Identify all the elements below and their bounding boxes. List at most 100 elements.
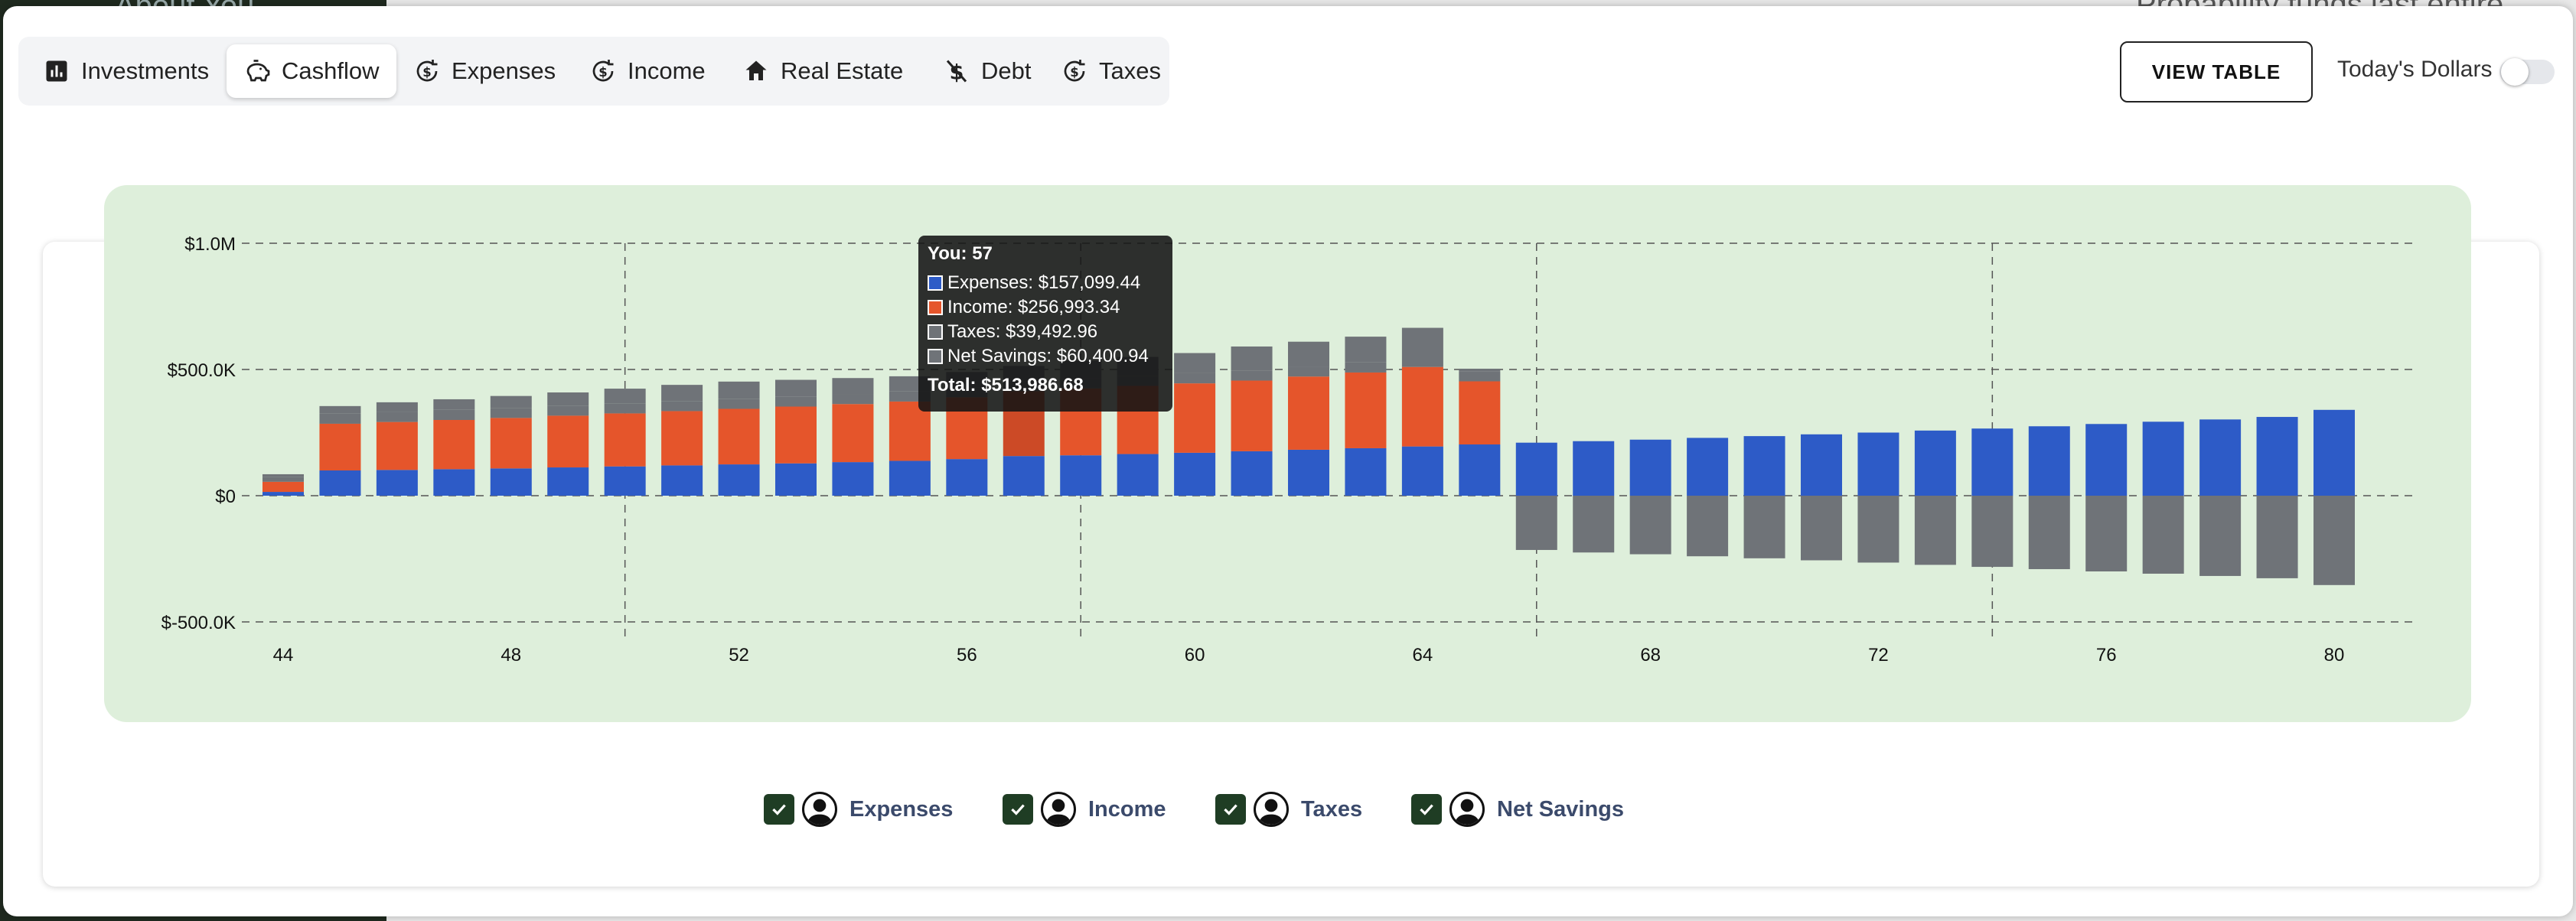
bar-net-savings (661, 385, 703, 402)
bar-expenses (775, 463, 817, 496)
bar-net-savings (1401, 327, 1443, 357)
bar-net-savings (1174, 353, 1216, 373)
todays-dollars-toggle[interactable] (2499, 58, 2555, 86)
bar-taxes (1288, 366, 1329, 377)
view-table-button[interactable]: VIEW TABLE (2120, 41, 2313, 103)
tooltip-row-label: Net Savings: $60,400.94 (947, 346, 1149, 366)
y-tick-label: $-500.0K (161, 613, 236, 633)
legend-item-taxes[interactable]: Taxes (1215, 789, 1362, 829)
home-icon (745, 60, 767, 80)
bar-net-savings (490, 395, 532, 408)
bar-net-savings (376, 402, 418, 412)
x-tick-label: 56 (957, 645, 977, 666)
tab-income[interactable]: $ Income (572, 44, 722, 98)
bar-expenses (1515, 442, 1557, 496)
dollar-cycle-icon: $ (1064, 60, 1085, 82)
cashflow-chart: $1.0M $500.0K $0 $-500.0K 44 48 52 56 60 64 68 72 76… (161, 234, 2418, 666)
tab-investments[interactable]: Investments (26, 44, 226, 98)
check-icon (1420, 804, 1433, 815)
tab-label: Expenses (452, 57, 556, 84)
bar-net-savings (604, 389, 646, 404)
toggle-knob[interactable] (2501, 58, 2529, 86)
bar-expenses (2314, 409, 2355, 496)
x-tick-label: 76 (2096, 645, 2117, 666)
checkbox-net-savings[interactable] (1411, 794, 1442, 825)
bar-income (376, 421, 418, 470)
bar-expenses (1345, 447, 1387, 496)
bar-taxes (1401, 356, 1443, 367)
legend-label: Income (1088, 796, 1166, 822)
check-icon (772, 804, 786, 815)
bar-expenses (1231, 451, 1273, 496)
checkbox-income[interactable] (1003, 794, 1033, 825)
bar-income (832, 404, 874, 463)
x-tick-label: 80 (2324, 645, 2345, 666)
x-tick-label: 48 (501, 645, 521, 666)
tab-expenses[interactable]: $ Expenses (396, 44, 572, 98)
bar-net-savings (1801, 496, 1842, 561)
bar-income (1231, 380, 1273, 451)
bar-expenses (604, 466, 646, 496)
bar-net-savings (433, 399, 475, 410)
bar-net-savings (1629, 496, 1671, 555)
bar-taxes (832, 394, 874, 405)
legend-item-net-savings[interactable]: Net Savings (1411, 789, 1624, 829)
bar-income (1459, 381, 1501, 445)
bar-taxes (433, 409, 475, 420)
tab-label: Investments (81, 57, 210, 84)
tab-debt[interactable]: $ Debt (926, 44, 1048, 98)
bar-expenses (1573, 441, 1615, 496)
bar-taxes (661, 401, 703, 412)
tooltip-swatch (928, 275, 943, 291)
bar-net-savings (1288, 341, 1329, 367)
bar-net-savings (2256, 496, 2298, 578)
bar-net-savings (1459, 369, 1501, 372)
checkbox-taxes[interactable] (1215, 794, 1246, 825)
bar-net-savings (1857, 496, 1899, 563)
bar-net-savings (547, 392, 589, 406)
bar-expenses (1288, 449, 1329, 496)
bar-expenses (1459, 444, 1501, 496)
bar-expenses (433, 469, 475, 496)
bar-net-savings (2085, 496, 2128, 571)
tooltip-row-taxes: Taxes: $39,492.96 (928, 320, 1163, 344)
bar-net-savings (2028, 496, 2070, 570)
person-icon (1254, 792, 1289, 827)
tab-real-estate[interactable]: Real Estate (726, 44, 920, 98)
bar-income (718, 408, 760, 465)
tooltip-row-label: Taxes: $39,492.96 (947, 321, 1098, 342)
bar-expenses (376, 470, 418, 496)
bar-expenses (2256, 417, 2298, 496)
tab-taxes[interactable]: $ Taxes (1044, 44, 1178, 98)
bar-taxes (262, 477, 304, 482)
bar-net-savings (2199, 496, 2242, 576)
bar-expenses (946, 459, 988, 496)
checkbox-expenses[interactable] (764, 794, 794, 825)
tab-cashflow[interactable]: Cashflow (227, 44, 396, 98)
bar-income (319, 423, 361, 470)
bar-chart-icon (46, 60, 67, 82)
bar-taxes (1345, 362, 1387, 373)
legend-label: Expenses (849, 796, 954, 822)
bar-net-savings (262, 474, 304, 477)
tooltip-row-expenses: Expenses: $157,099.44 (928, 271, 1163, 295)
bar-expenses (2028, 426, 2070, 496)
x-tick-label: 64 (1413, 645, 1433, 666)
x-tick-label: 52 (729, 645, 749, 666)
legend-item-income[interactable]: Income (1003, 789, 1166, 829)
bar-net-savings (1231, 346, 1273, 371)
bar-income (1288, 376, 1329, 450)
y-tick-label: $500.0K (168, 360, 236, 381)
todays-dollars-label: Today's Dollars (2337, 57, 2493, 82)
tab-bar: Investments Cashflow $ Expenses $ Income… (18, 37, 1169, 106)
y-tick-label: $0 (215, 487, 236, 507)
bar-expenses (1117, 454, 1159, 496)
bar-taxes (490, 408, 532, 418)
tooltip-swatch (928, 349, 943, 364)
bar-income (547, 415, 589, 468)
tooltip-swatch (928, 300, 943, 315)
legend-item-expenses[interactable]: Expenses (764, 789, 953, 829)
person-icon (802, 792, 837, 827)
bar-taxes (376, 412, 418, 422)
bar-taxes (1459, 371, 1501, 382)
